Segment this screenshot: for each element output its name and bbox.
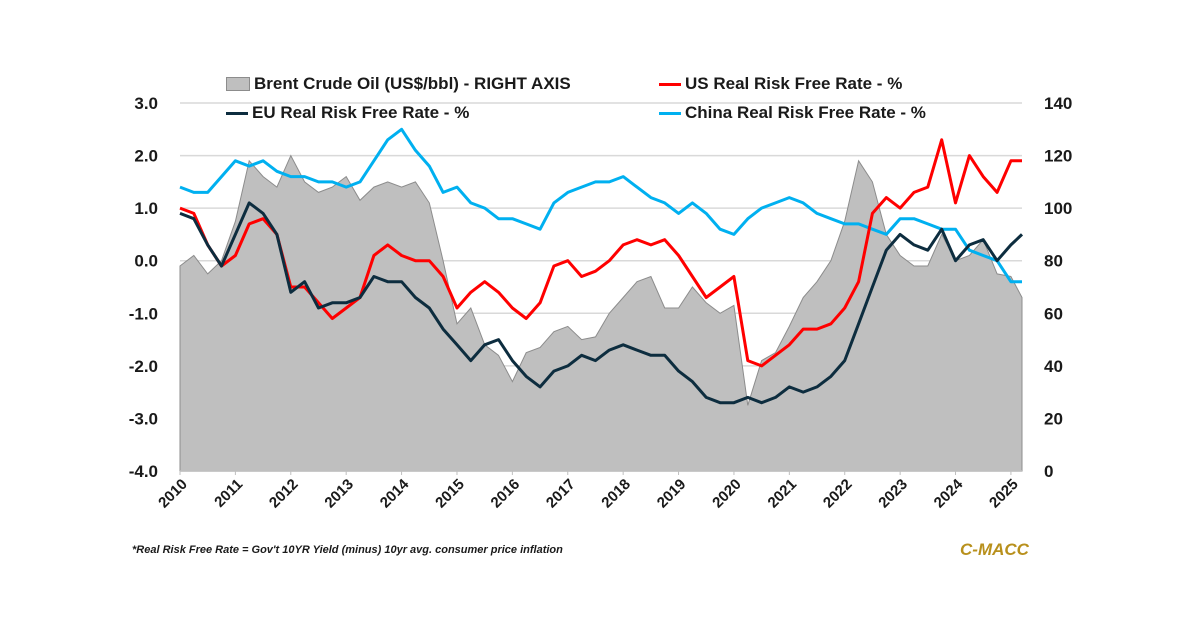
left-tick-label: -2.0 xyxy=(129,357,158,376)
legend-label-china: China Real Risk Free Rate - % xyxy=(685,103,926,122)
legend-item-us: US Real Risk Free Rate - % xyxy=(659,74,902,94)
right-axis: 140 120 100 80 60 40 20 0 xyxy=(1044,94,1072,481)
x-tick-label: 2019 xyxy=(654,476,690,512)
legend-swatch-us xyxy=(659,82,681,86)
footnote: *Real Risk Free Rate = Gov't 10YR Yield … xyxy=(132,544,563,556)
right-tick-label: 0 xyxy=(1044,462,1053,481)
series-line-us xyxy=(179,138,1022,368)
legend-item-brent: Brent Crude Oil (US$/bbl) - RIGHT AXIS xyxy=(226,74,571,94)
right-tick-label: 100 xyxy=(1044,199,1072,218)
left-tick-label: 3.0 xyxy=(134,94,158,113)
x-tick-label: 2024 xyxy=(931,475,967,511)
right-tick-label: 20 xyxy=(1044,409,1063,428)
legend-swatch-china xyxy=(659,111,681,115)
x-tick-label: 2025 xyxy=(986,476,1022,512)
x-axis: 2010 2011 2012 2013 2014 2015 2016 2017 2018 2019… xyxy=(155,470,1022,512)
legend-swatch-eu xyxy=(226,111,248,115)
x-tick-label: 2021 xyxy=(765,476,801,512)
right-tick-label: 60 xyxy=(1044,304,1063,323)
right-tick-label: 80 xyxy=(1044,252,1063,271)
rate-lines-layer xyxy=(179,127,1024,405)
series-line-eu xyxy=(179,201,1024,405)
x-tick-label: 2023 xyxy=(875,476,911,512)
x-tick-label: 2012 xyxy=(266,476,302,512)
left-axis: 3.0 2.0 1.0 0.0 -1.0 -2.0 -3.0 -4.0 xyxy=(129,94,158,481)
x-tick-label: 2010 xyxy=(155,476,191,512)
source-brand: C-MACC xyxy=(960,540,1029,559)
x-tick-label: 2017 xyxy=(543,476,579,512)
legend-label-brent: Brent Crude Oil (US$/bbl) - RIGHT AXIS xyxy=(254,74,571,93)
right-tick-label: 140 xyxy=(1044,94,1072,113)
x-tick-label: 2015 xyxy=(432,476,468,512)
right-tick-label: 40 xyxy=(1044,357,1063,376)
left-tick-label: -3.0 xyxy=(129,409,158,428)
legend-label-us: US Real Risk Free Rate - % xyxy=(685,74,903,93)
oil-area-layer xyxy=(179,154,1023,472)
left-tick-label: 2.0 xyxy=(134,147,158,166)
x-tick-label: 2016 xyxy=(488,476,524,512)
left-tick-label: -1.0 xyxy=(129,304,158,323)
series-line-china xyxy=(179,127,1022,284)
legend-label-eu: EU Real Risk Free Rate - % xyxy=(252,103,470,122)
x-tick-label: 2013 xyxy=(321,476,357,512)
x-tick-label: 2020 xyxy=(709,476,745,512)
legend-item-china: China Real Risk Free Rate - % xyxy=(659,103,926,123)
legend-item-eu: EU Real Risk Free Rate - % xyxy=(226,103,469,123)
left-tick-label: 0.0 xyxy=(134,252,158,271)
series-area-brent xyxy=(179,154,1023,472)
x-tick-label: 2011 xyxy=(211,476,246,511)
x-tick-label: 2018 xyxy=(598,476,634,512)
right-tick-label: 120 xyxy=(1044,147,1072,166)
left-tick-label: 1.0 xyxy=(134,199,158,218)
x-tick-label: 2014 xyxy=(377,475,413,511)
x-tick-label: 2022 xyxy=(820,476,856,512)
legend-swatch-brent xyxy=(226,77,250,91)
left-tick-label: -4.0 xyxy=(129,462,158,481)
